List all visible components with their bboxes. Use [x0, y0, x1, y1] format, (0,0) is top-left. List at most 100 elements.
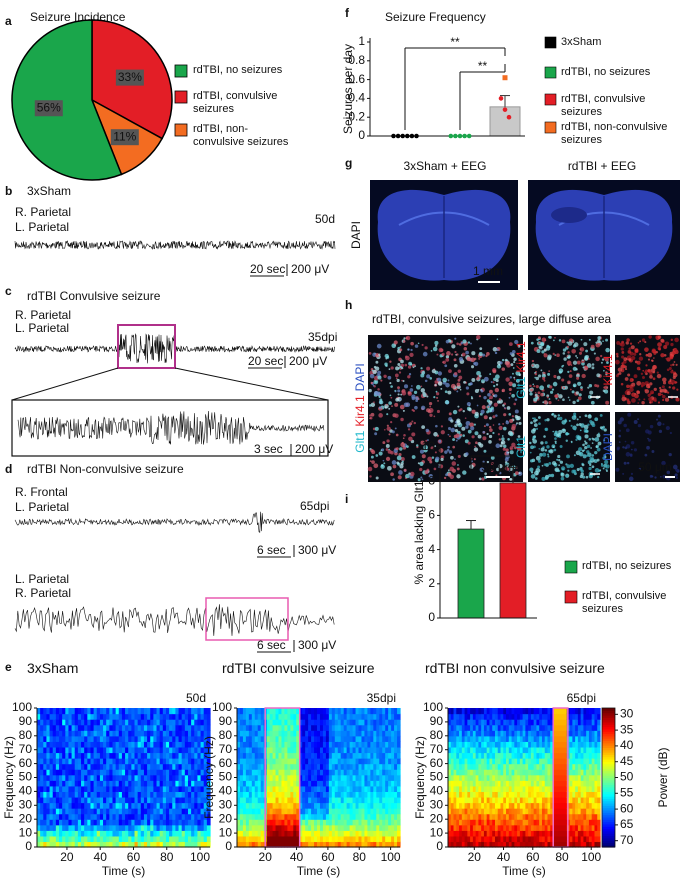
colorbar-tick-label: 70 — [620, 833, 634, 847]
y-tick-label: 20 — [19, 811, 33, 825]
age-label: 50d — [315, 212, 335, 226]
speckle — [482, 405, 486, 409]
speckle — [464, 347, 468, 351]
speckle — [396, 462, 399, 465]
speckle — [446, 340, 450, 344]
significance: ** — [450, 35, 460, 49]
speckle — [376, 477, 379, 480]
time-scale: 20 sec — [248, 354, 283, 368]
speckle — [403, 410, 405, 412]
panel-label: c — [5, 284, 12, 298]
speckle — [475, 441, 478, 444]
speckle — [447, 391, 451, 395]
speckle — [499, 438, 501, 440]
speckle — [425, 346, 428, 349]
colorbar-tick-label: 65 — [620, 817, 634, 831]
speckle — [394, 340, 398, 344]
speckle — [471, 365, 474, 368]
y-tick-label: 60 — [19, 756, 33, 770]
speckle — [465, 452, 468, 455]
speckle — [470, 426, 474, 430]
speckle — [474, 424, 476, 426]
speckle — [455, 433, 459, 437]
data-point — [458, 134, 463, 139]
spectrogram-cell — [397, 736, 401, 742]
speckle — [396, 434, 399, 437]
channel-label: R. Parietal — [15, 205, 71, 219]
speckle — [441, 425, 443, 427]
speckle — [388, 376, 392, 380]
spectrogram-cell — [397, 708, 401, 714]
speckle — [505, 454, 510, 459]
speckle — [420, 367, 422, 369]
spectrogram-cell — [597, 708, 600, 714]
speckle — [412, 409, 414, 411]
speckle — [447, 379, 449, 381]
speckle — [410, 349, 412, 351]
stain-label: DAPI — [349, 221, 363, 249]
y-tick-label: 40 — [430, 784, 444, 798]
image-title: rdTBI, convulsive seizures, large diffus… — [372, 312, 612, 326]
speckle — [392, 430, 395, 433]
speckle — [388, 449, 390, 451]
value-label: 11% — [113, 129, 136, 143]
speckle — [462, 434, 465, 437]
spectrogram-cell — [207, 725, 211, 731]
speckle — [384, 429, 386, 431]
speckle — [454, 351, 456, 353]
y-axis-label: Frequency (Hz) — [2, 736, 16, 819]
colorbar-tick-label: 50 — [620, 770, 634, 784]
speckle — [454, 364, 458, 368]
speckle — [479, 347, 482, 350]
data-point — [391, 134, 396, 139]
speckle — [461, 427, 465, 431]
spectrogram-cell — [397, 819, 401, 825]
speckle — [456, 390, 458, 392]
speckle — [489, 390, 493, 394]
speckle — [383, 460, 385, 462]
speckle — [399, 371, 401, 373]
y-tick-label: 30 — [219, 797, 233, 811]
speckle — [422, 454, 426, 458]
speckle — [448, 369, 452, 373]
speckle — [395, 398, 399, 402]
chart-title: Seizure Frequency — [385, 10, 486, 24]
speckle — [509, 397, 511, 399]
lesion — [551, 207, 587, 223]
speckle — [474, 447, 478, 451]
speckle — [386, 448, 389, 451]
y-tick-label: 80 — [430, 728, 444, 742]
speckle — [463, 381, 466, 384]
data-point — [467, 134, 472, 139]
channel-label: R. Frontal — [15, 485, 68, 499]
speckle — [496, 379, 499, 382]
speckle — [445, 473, 448, 476]
speckle — [482, 436, 486, 440]
speckle — [502, 404, 505, 407]
speckle — [397, 379, 400, 382]
speckle — [429, 402, 432, 405]
speckle — [389, 361, 391, 363]
speckle — [387, 425, 389, 427]
speckle — [396, 377, 398, 379]
amp-scale: 200 μV — [289, 354, 327, 368]
speckle — [451, 344, 455, 348]
speckle — [475, 412, 479, 416]
data-point — [499, 96, 504, 101]
x-tick-label: 20 — [468, 850, 482, 864]
speckle — [377, 344, 382, 349]
spectrogram-cell — [597, 819, 600, 825]
speckle — [456, 440, 458, 442]
speckle — [374, 432, 377, 435]
y-tick-label: 1 — [358, 34, 365, 48]
speckle — [378, 413, 383, 418]
speckle — [467, 357, 472, 362]
spectrogram-cell — [597, 752, 600, 758]
spectrogram-cell — [397, 769, 401, 775]
speckle — [436, 392, 439, 395]
colorbar-tick-label: 35 — [620, 722, 634, 736]
speckle — [474, 446, 476, 448]
y-tick-label: 70 — [19, 742, 33, 756]
speckle — [502, 390, 504, 392]
speckle — [481, 477, 484, 480]
